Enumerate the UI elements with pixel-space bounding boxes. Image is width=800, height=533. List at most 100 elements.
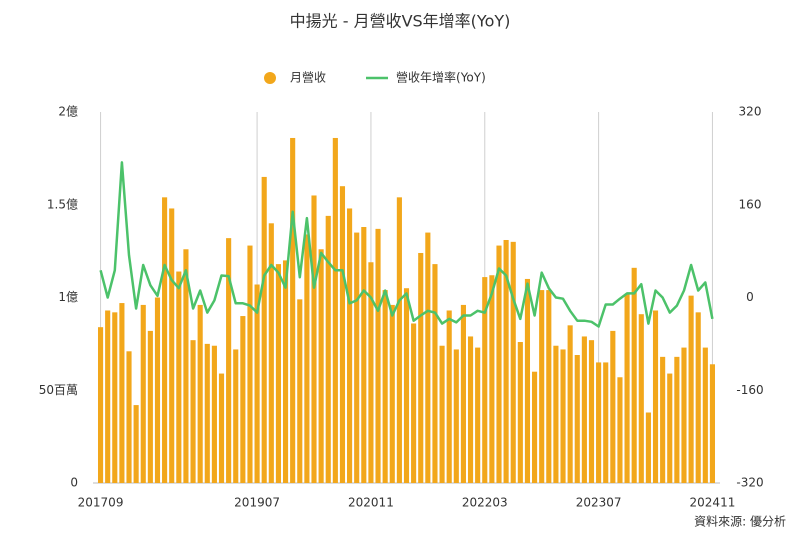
chart-title: 中揚光 - 月營收VS年增率(YoY) <box>290 12 511 31</box>
bar <box>645 412 651 483</box>
bar <box>681 347 687 483</box>
bar <box>247 245 253 483</box>
bar <box>709 364 716 483</box>
bar <box>560 349 566 483</box>
bar <box>389 304 395 483</box>
bar <box>240 316 246 483</box>
bar <box>197 304 203 483</box>
bar <box>418 252 424 483</box>
bar <box>624 293 630 483</box>
bar <box>204 343 210 483</box>
bar <box>638 314 644 483</box>
bar <box>140 304 146 483</box>
bar <box>126 351 132 483</box>
y-tick-label: 2億 <box>58 105 78 119</box>
bar <box>254 284 260 483</box>
bar <box>311 195 317 483</box>
bar <box>403 288 410 483</box>
x-tick-label: 202203 <box>462 496 508 510</box>
bar <box>375 228 381 483</box>
bar <box>176 271 182 483</box>
bar <box>503 239 509 483</box>
bar <box>588 340 595 483</box>
bar <box>147 330 153 483</box>
bar <box>596 362 602 483</box>
source: 資料來源: 優分析 <box>694 515 786 529</box>
y-tick-label: 1億 <box>58 290 78 304</box>
bar <box>354 232 360 483</box>
bar <box>112 312 118 483</box>
bar <box>233 349 239 483</box>
y-tick-label: 50百萬 <box>39 383 78 397</box>
bar <box>603 362 609 483</box>
bar <box>674 356 680 483</box>
legend-label: 營收年增率(YoY) <box>396 70 486 85</box>
x-tick-label: 202011 <box>348 496 394 510</box>
bar <box>211 345 217 483</box>
bar <box>467 336 474 483</box>
x-tick-label: 202411 <box>690 496 736 510</box>
bar <box>631 267 637 483</box>
x-tick-label: 201907 <box>234 496 280 510</box>
y2-tick-label: 320 <box>739 105 762 119</box>
bar <box>162 197 168 483</box>
bar <box>304 234 310 483</box>
bar <box>453 349 459 483</box>
y-tick-label: 1.5億 <box>47 197 78 211</box>
y2-tick-label: 0 <box>746 290 754 304</box>
bar <box>581 336 587 483</box>
bar <box>688 295 694 483</box>
bar <box>97 327 104 483</box>
bar <box>226 238 232 483</box>
bar <box>567 325 573 483</box>
bar <box>361 227 367 483</box>
bar <box>119 303 125 483</box>
bar <box>425 232 431 483</box>
x-tick-label: 201709 <box>78 496 124 510</box>
bar <box>610 330 616 483</box>
bar <box>546 290 552 483</box>
bar <box>617 377 623 483</box>
bar <box>652 310 659 483</box>
bar <box>261 176 267 484</box>
bar <box>275 264 281 483</box>
bar <box>282 260 289 483</box>
bar <box>439 345 445 483</box>
line <box>99 161 714 328</box>
bar <box>218 373 225 483</box>
bar <box>553 345 559 483</box>
bar <box>660 356 666 483</box>
bar <box>524 278 531 483</box>
legend-swatch <box>264 72 276 84</box>
x-tick-label: 202307 <box>576 496 622 510</box>
bar <box>460 304 466 483</box>
bar <box>432 264 438 483</box>
bar <box>268 223 274 484</box>
bar <box>396 197 402 483</box>
bar <box>154 297 161 483</box>
bar <box>574 355 580 483</box>
bar <box>382 290 388 483</box>
bar <box>318 249 324 483</box>
bar <box>539 290 545 483</box>
bar <box>332 137 338 483</box>
bar <box>532 371 538 483</box>
bar <box>446 310 452 483</box>
y2-tick-label: 160 <box>739 197 762 211</box>
bar <box>667 373 673 483</box>
bar <box>517 342 523 483</box>
bar <box>347 208 353 483</box>
bar <box>475 347 481 483</box>
legend-label: 月營收 <box>290 71 326 85</box>
bar <box>339 186 346 483</box>
y-tick-label: 0 <box>70 476 78 490</box>
bar <box>695 312 701 483</box>
bar <box>411 323 417 483</box>
bar <box>105 310 111 483</box>
bar <box>290 137 296 483</box>
bar <box>489 275 495 483</box>
bar <box>482 277 488 483</box>
bar <box>368 262 374 483</box>
bar <box>133 405 139 483</box>
